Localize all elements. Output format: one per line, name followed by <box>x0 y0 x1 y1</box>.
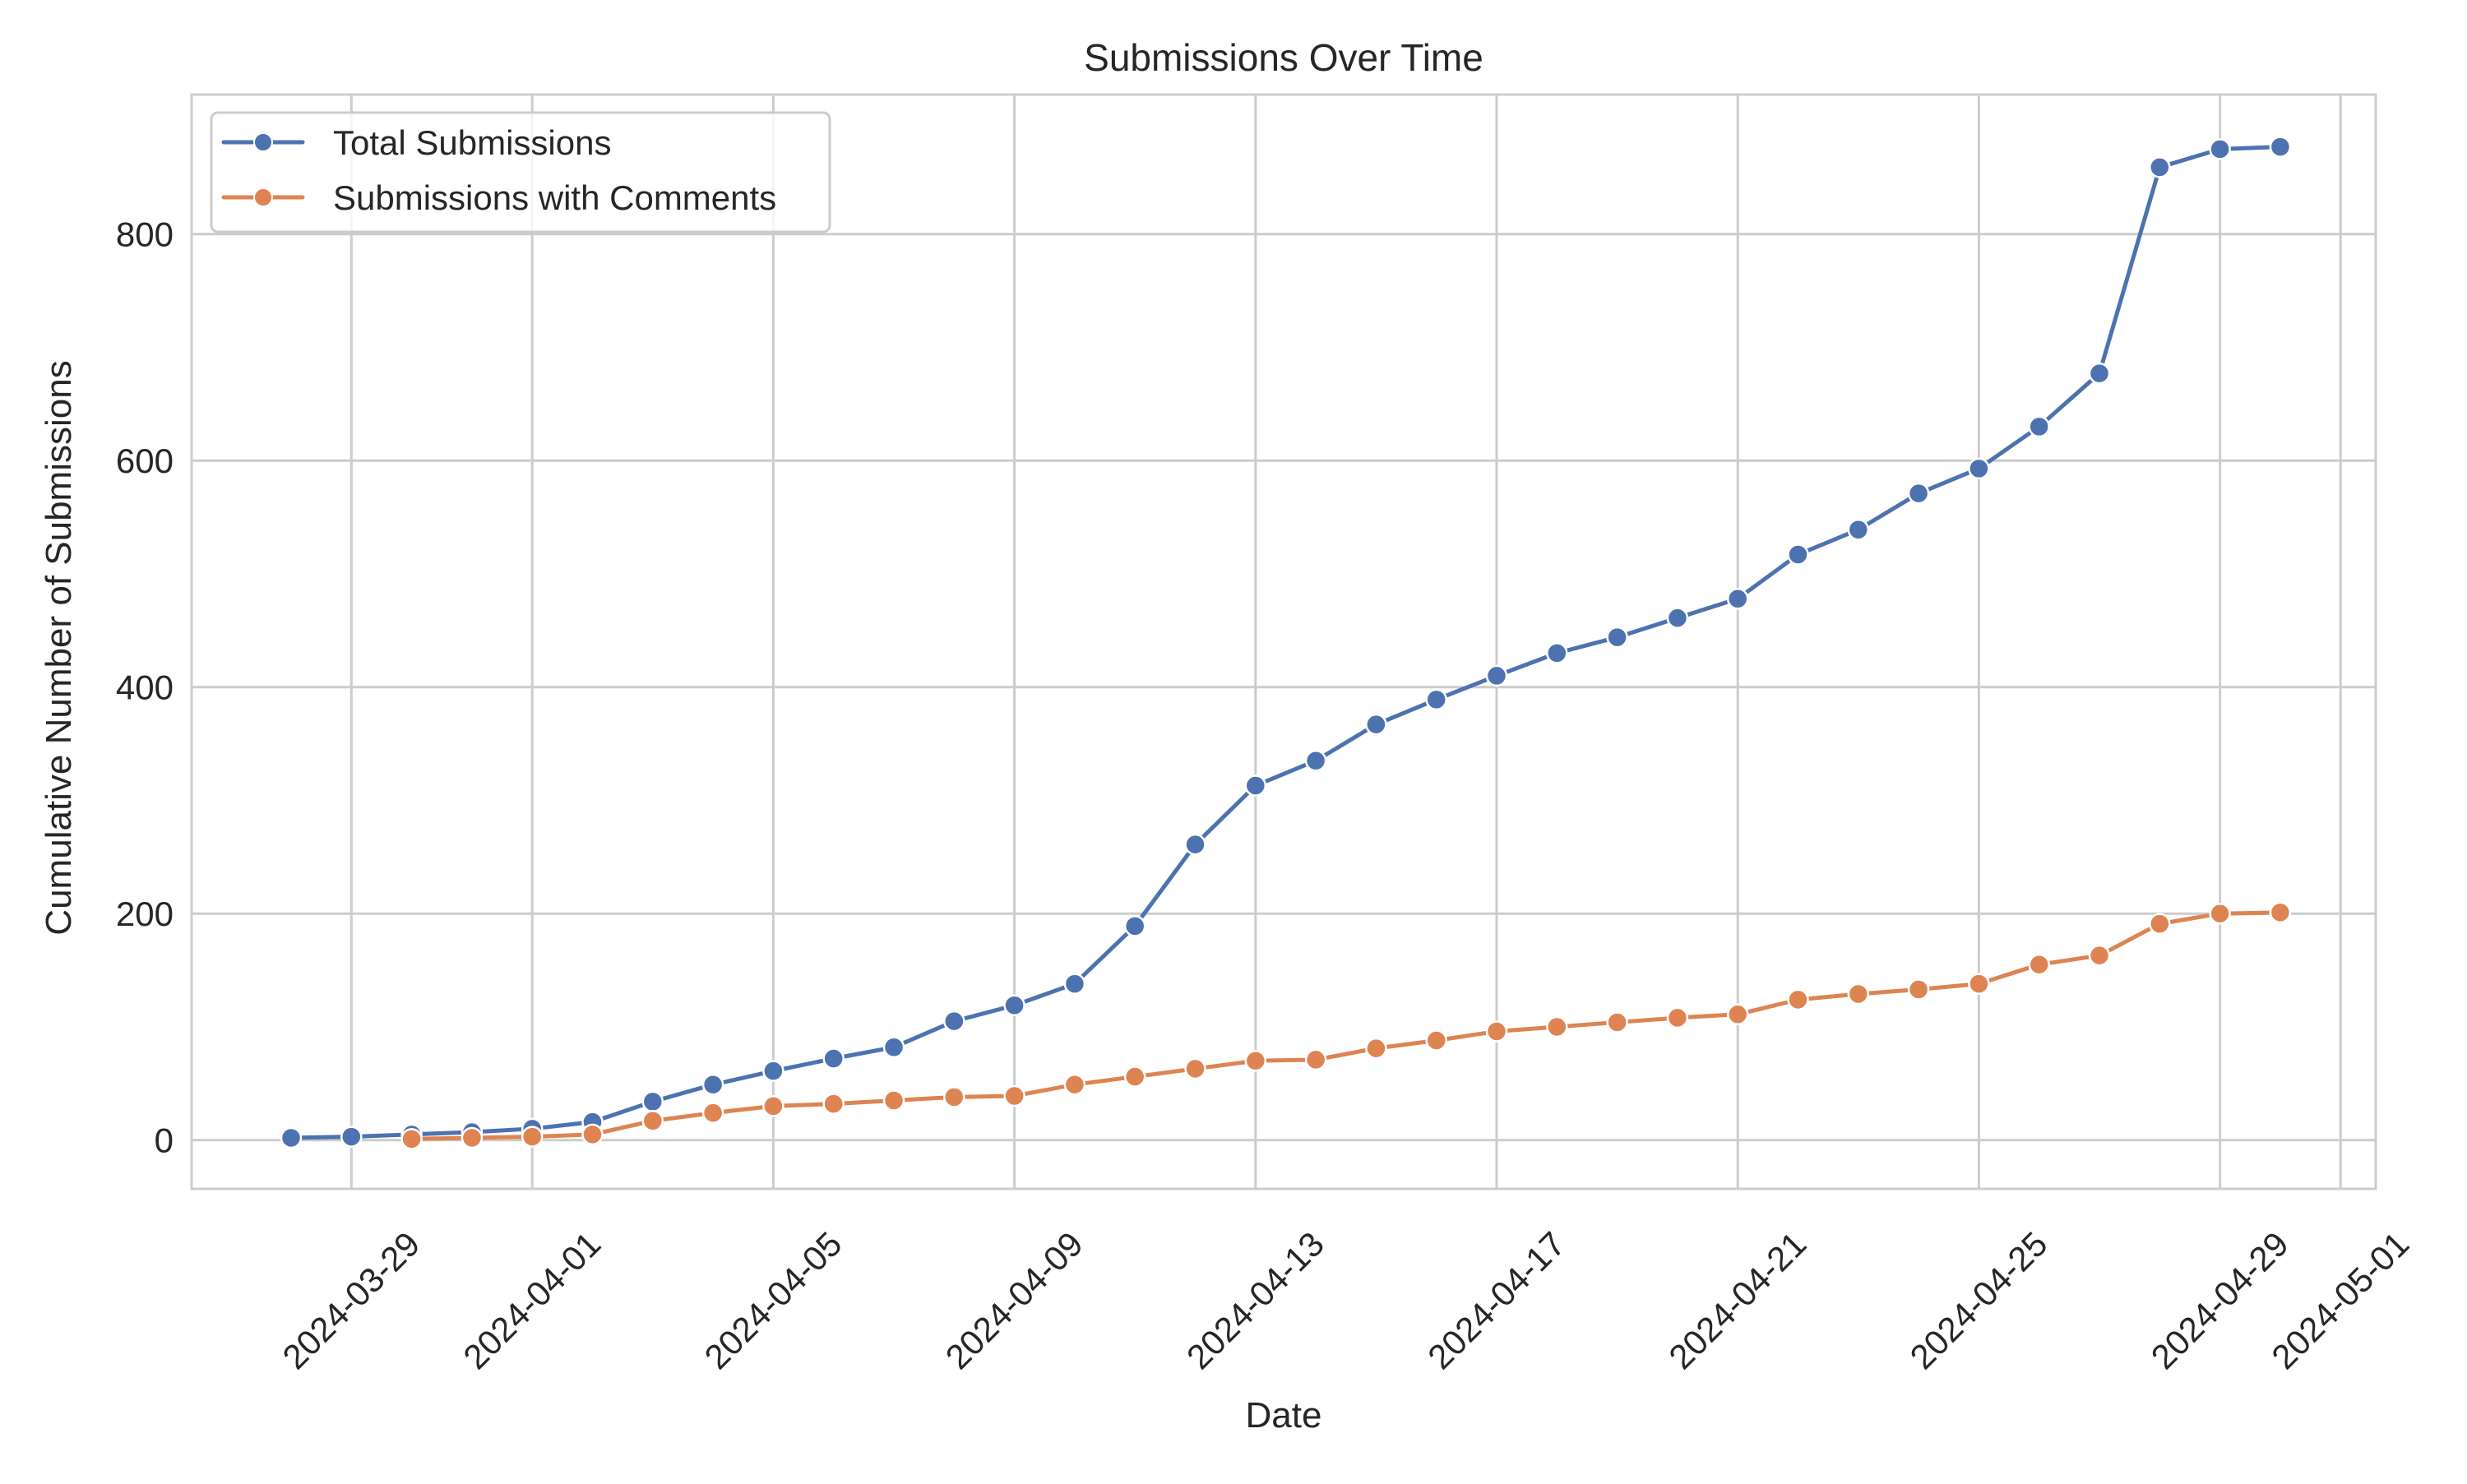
axes-frame <box>190 93 2377 1190</box>
data-point-marker <box>1485 664 1508 687</box>
data-point-marker <box>641 1110 664 1132</box>
y-axis-ticks: 0 200 400 600 800 <box>116 215 174 1160</box>
legend-item-total-submissions: Total Submissions <box>221 123 611 162</box>
data-point-marker <box>1787 988 1809 1011</box>
data-point-marker <box>1425 1029 1447 1052</box>
data-point-marker <box>1184 1057 1206 1080</box>
data-point-marker <box>1787 543 1809 566</box>
data-point-marker <box>1003 994 1025 1017</box>
data-point-marker <box>1907 978 1930 1001</box>
data-point-marker <box>1365 713 1387 736</box>
data-point-marker <box>1546 1015 1568 1038</box>
series-line <box>289 145 2283 1140</box>
data-point-marker <box>2028 415 2050 438</box>
data-point-marker <box>1244 774 1267 797</box>
data-point-marker <box>1304 1048 1327 1071</box>
data-point-marker <box>461 1126 484 1149</box>
data-point-marker <box>1123 1066 1146 1088</box>
data-point-marker <box>701 1073 724 1096</box>
legend-item-submissions-with-comments: Submissions with Comments <box>221 178 776 217</box>
y-tick-label: 800 <box>116 215 174 254</box>
data-point-marker <box>2209 138 2231 160</box>
data-point-marker <box>400 1128 423 1150</box>
data-point-marker <box>2269 901 2292 924</box>
data-point-marker <box>1063 973 1086 995</box>
data-point-marker <box>1907 482 1930 505</box>
y-tick-label: 0 <box>155 1121 174 1160</box>
data-point-marker <box>2149 913 2171 935</box>
chart-title: Submissions Over Time <box>1084 36 1483 79</box>
data-point-marker <box>1365 1037 1387 1060</box>
data-point-marker <box>822 1047 845 1070</box>
data-point-marker <box>1968 457 1990 480</box>
data-point-marker <box>1726 1003 1749 1026</box>
data-point-marker <box>1425 688 1447 711</box>
data-point-marker <box>2149 156 2171 178</box>
legend-marker-icon <box>253 132 273 152</box>
data-point-marker <box>882 1089 905 1112</box>
y-axis-label: Cumulative Number of Submissions <box>39 360 79 935</box>
data-point-marker <box>943 1086 965 1108</box>
data-point-marker <box>1666 1006 1689 1029</box>
data-point-marker <box>822 1093 845 1115</box>
data-series <box>280 136 2292 1150</box>
series-total-submissions <box>280 136 2292 1149</box>
data-point-marker <box>1063 1073 1086 1096</box>
grid-lines <box>192 95 2376 1189</box>
y-tick-label: 400 <box>116 668 174 707</box>
y-tick-label: 600 <box>116 442 174 480</box>
series-submissions-with-comments <box>400 901 2292 1150</box>
data-point-marker <box>2209 902 2231 925</box>
legend-box <box>210 111 831 233</box>
data-point-marker <box>2028 953 2050 976</box>
legend-marker-icon <box>253 187 273 207</box>
data-point-marker <box>1123 915 1146 937</box>
data-point-marker <box>1847 518 1870 541</box>
data-point-marker <box>1606 1011 1628 1033</box>
data-point-marker <box>762 1095 785 1117</box>
data-point-marker <box>2269 136 2292 158</box>
data-point-marker <box>2088 944 2111 967</box>
x-axis-label: Date <box>1246 1395 1322 1435</box>
data-point-marker <box>882 1036 905 1058</box>
data-point-marker <box>340 1126 363 1148</box>
legend-label: Submissions with Comments <box>333 178 776 217</box>
data-point-marker <box>1847 982 1870 1006</box>
data-point-marker <box>1546 642 1568 664</box>
data-point-marker <box>1244 1050 1267 1072</box>
data-point-marker <box>943 1010 965 1033</box>
data-point-marker <box>1304 749 1327 772</box>
data-point-marker <box>1968 973 1990 995</box>
data-point-marker <box>581 1123 604 1146</box>
legend: Total Submissions Submissions with Comme… <box>210 111 831 233</box>
data-point-marker <box>2088 362 2111 385</box>
data-point-marker <box>280 1126 303 1149</box>
data-point-marker <box>1485 1020 1508 1042</box>
data-point-marker <box>641 1090 664 1113</box>
legend-label: Total Submissions <box>333 123 611 162</box>
data-point-marker <box>1003 1084 1025 1107</box>
y-tick-label: 200 <box>116 895 174 933</box>
data-point-marker <box>1184 833 1206 856</box>
data-point-marker <box>521 1126 544 1148</box>
data-point-marker <box>1606 626 1628 649</box>
data-point-marker <box>1666 607 1689 629</box>
data-point-marker <box>1726 588 1749 610</box>
data-point-marker <box>762 1060 785 1082</box>
data-point-marker <box>701 1102 724 1124</box>
